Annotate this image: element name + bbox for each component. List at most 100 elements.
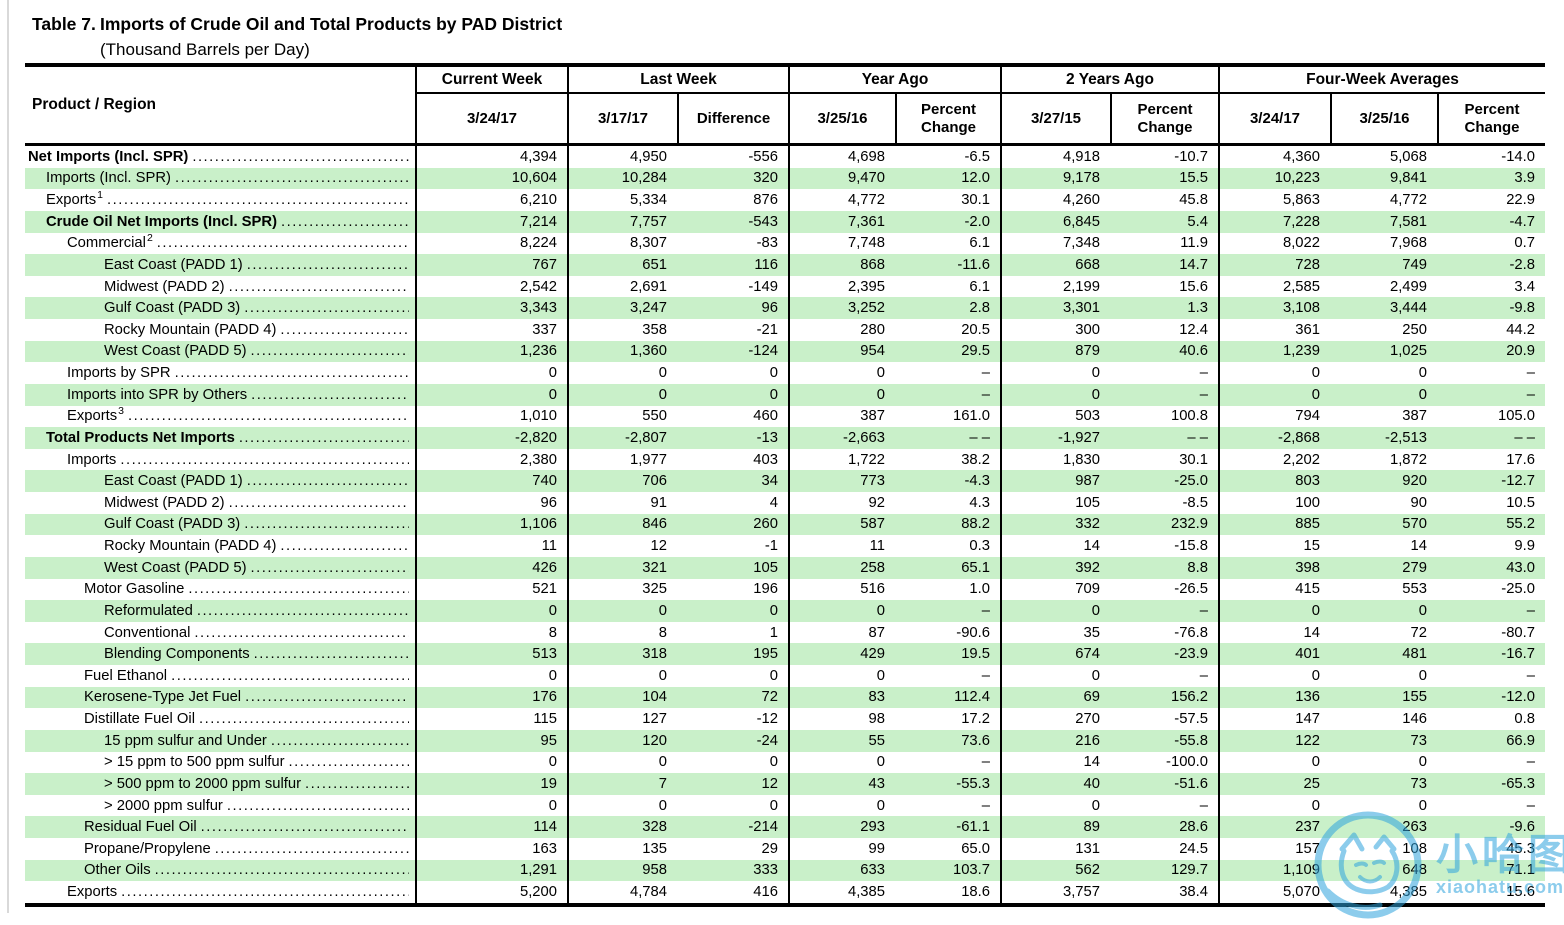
value-cell: 40 (1000, 773, 1110, 795)
dot-leader (239, 430, 409, 446)
value-cell: 270 (1000, 708, 1110, 730)
row-label-rocky-mountain-padd-4: Rocky Mountain (PADD 4) (25, 319, 415, 341)
dot-leader (271, 733, 409, 749)
value-cell: -100.0 (1166, 754, 1208, 771)
value-cell: 0 (567, 794, 677, 817)
value-cell: 6,210 (415, 189, 567, 211)
value-cell: 3,247 (567, 297, 677, 319)
value-cell: 0 (788, 794, 895, 817)
value-cell: 10,223 (1218, 167, 1330, 190)
value-cell: -26.5 (1174, 581, 1208, 598)
dot-leader (155, 862, 409, 878)
value-cell: 728 (1218, 254, 1330, 276)
page-title: Imports of Crude Oil and Total Products … (100, 14, 563, 34)
value-cell: 361 (1218, 319, 1330, 341)
value-cell: 17.6 (1506, 451, 1535, 468)
value-cell: -13 (677, 427, 788, 449)
value-cell: 15.6 (1179, 278, 1208, 295)
row-label-residual-fuel-oil: Residual Fuel Oil (25, 816, 415, 838)
value-cell: 20.9 (1437, 340, 1545, 363)
value-cell: 1.3 (1110, 297, 1218, 319)
value-cell: 35 (1000, 621, 1110, 644)
row-label-exports: Exports3 (25, 406, 415, 428)
value-cell: 135 (567, 838, 677, 860)
value-cell: -2.8 (1437, 254, 1545, 276)
value-cell: 7,757 (567, 210, 677, 233)
value-cell: 767 (415, 254, 567, 276)
value-cell: 325 (567, 578, 677, 601)
value-cell: 4,918 (1000, 146, 1110, 168)
value-cell: 550 (567, 405, 677, 428)
value-cell: – (981, 667, 990, 684)
value-cell: 40.6 (1110, 340, 1218, 363)
column-header-four-week-averages-percent-change: Percent Change (1437, 94, 1545, 143)
value-cell: 73 (1330, 729, 1437, 752)
value-cell: 69 (1000, 686, 1110, 709)
value-cell: 2,585 (1218, 275, 1330, 298)
row-label-conventional: Conventional (25, 622, 415, 644)
value-cell: 0 (1000, 665, 1110, 687)
value-cell: -80.7 (1501, 624, 1535, 641)
value-cell: 0 (1218, 665, 1330, 687)
row-label-total-products-net-imports: Total Products Net Imports (25, 427, 415, 449)
value-cell: – (1199, 365, 1208, 382)
value-cell: 1,236 (415, 340, 567, 363)
value-cell: 0 (1330, 600, 1437, 622)
value-cell: 740 (415, 470, 567, 492)
dot-leader (227, 798, 409, 814)
value-cell: 4,360 (1218, 146, 1330, 168)
dot-leader (192, 149, 409, 165)
value-cell: -2,820 (415, 427, 567, 449)
value-cell: 2,202 (1218, 448, 1330, 471)
value-cell: 0 (1000, 794, 1110, 817)
row-label-kerosene-type-jet-fuel: Kerosene-Type Jet Fuel (25, 686, 415, 709)
value-cell: 72 (1410, 624, 1427, 641)
value-cell: -2,513 (1330, 427, 1437, 449)
value-cell: 0 (567, 362, 677, 384)
value-cell: 0 (567, 383, 677, 406)
value-cell: 156.2 (1110, 686, 1218, 709)
value-cell: 18.6 (961, 884, 990, 901)
value-cell: 401 (1218, 643, 1330, 665)
value-cell: 5,334 (567, 189, 677, 211)
value-cell: 3,108 (1218, 297, 1330, 319)
value-cell: 0 (788, 751, 895, 774)
value-cell: 45.8 (1179, 192, 1208, 209)
value-cell: 83 (788, 686, 895, 709)
dot-leader (289, 754, 409, 770)
row-label-15-ppm-sulfur-and-under: 15 ppm sulfur and Under (25, 729, 415, 752)
row-label-other-oils: Other Oils (25, 859, 415, 882)
value-cell: 0 (415, 383, 567, 406)
table-header: Product / Region Current Week Last Week Ye… (25, 67, 1545, 146)
dot-leader (280, 538, 409, 554)
value-cell: 4,698 (788, 146, 895, 168)
value-cell: 332 (1000, 513, 1110, 536)
value-cell: 66.9 (1437, 729, 1545, 752)
value-cell: 4,772 (1389, 192, 1427, 209)
value-cell: 3.9 (1437, 167, 1545, 190)
value-cell: 155 (1330, 686, 1437, 709)
value-cell: 1 (769, 624, 778, 641)
value-cell: 0 (1218, 794, 1330, 817)
value-cell: -10.7 (1174, 148, 1208, 165)
dot-leader (244, 516, 409, 532)
group-header-four-week-averages: Four-Week Averages (1218, 67, 1545, 94)
value-cell: 92 (788, 492, 895, 514)
value-cell: 105 (677, 556, 788, 579)
page-subtitle: (Thousand Barrels per Day) (100, 40, 310, 59)
column-header-four-week-averages-3-25-16: 3/25/16 (1330, 94, 1437, 143)
value-cell: 7,361 (788, 210, 895, 233)
dot-leader (245, 689, 409, 705)
page-scan-edge (7, 0, 9, 913)
value-cell: 17.2 (961, 711, 990, 728)
value-cell: 521 (415, 578, 567, 601)
dot-leader (247, 473, 409, 489)
group-header-current-week: Current Week (415, 67, 567, 94)
value-cell: -2,663 (788, 427, 895, 449)
value-cell: 99 (788, 838, 895, 860)
value-cell: 1,830 (1000, 448, 1110, 471)
value-cell: 29.5 (895, 340, 1000, 363)
dot-leader (251, 387, 409, 403)
value-cell: 250 (1402, 321, 1427, 338)
